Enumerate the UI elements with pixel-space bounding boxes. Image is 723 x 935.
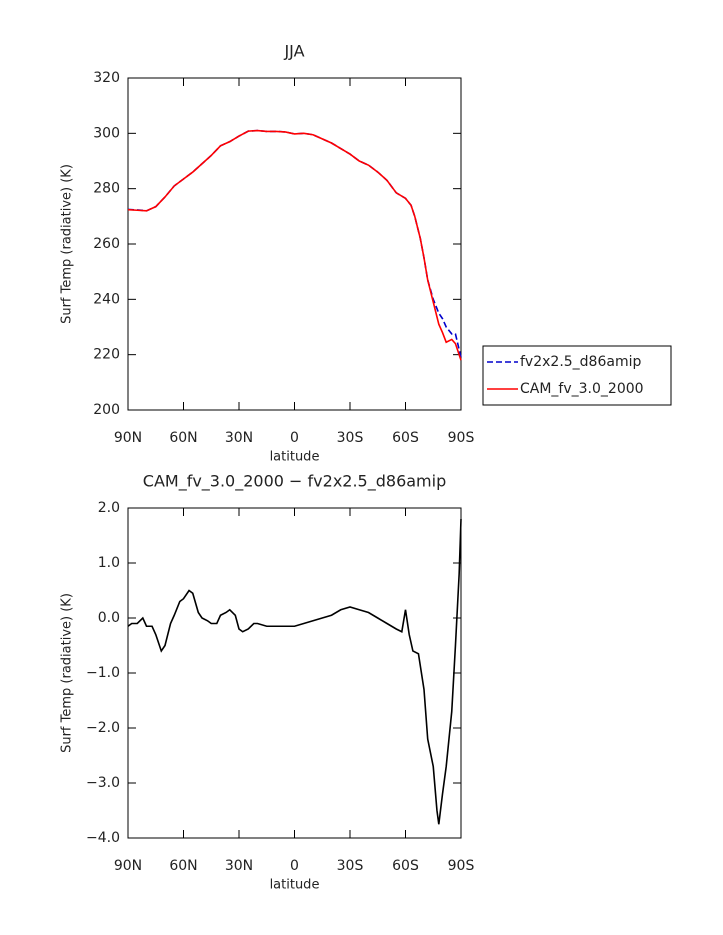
data-line [127,129,462,358]
legend-label: fv2x2.5_d86amip [520,354,641,370]
x-tick-label: 0 [290,858,299,874]
y-axis-label: Surf Temp (radiative) (K) [60,593,75,753]
x-tick-label: 60S [392,858,419,874]
y-tick-label: −4.0 [86,830,120,846]
legend-label: CAM_fv_3.0_2000 [520,381,644,397]
y-tick-label: 260 [93,236,120,252]
y-tick-label: 2.0 [98,500,120,516]
x-tick-label: 90S [448,858,475,874]
y-tick-label: 0.0 [98,610,120,626]
legend-box [482,345,672,406]
plot-frame [127,77,462,411]
x-tick-label: 0 [290,430,299,446]
x-axis-label: latitude [270,878,320,893]
x-tick-label: 30S [337,430,364,446]
y-tick-label: 240 [93,291,120,307]
y-tick-label: 220 [93,347,120,363]
x-tick-label: 60N [169,858,197,874]
data-line [127,518,462,825]
y-tick-label: −3.0 [86,775,120,791]
data-line [127,129,462,361]
y-tick-label: 300 [93,125,120,141]
y-tick-label: 280 [93,181,120,197]
x-tick-label: 90N [114,430,142,446]
chart-title: JJA [283,42,304,61]
y-tick-label: −1.0 [86,665,120,681]
x-tick-label: 30N [225,430,253,446]
plot-frame [127,507,462,839]
y-axis-label: Surf Temp (radiative) (K) [60,164,75,324]
y-tick-label: 200 [93,402,120,418]
x-tick-label: 30S [337,858,364,874]
x-tick-label: 60S [392,430,419,446]
x-axis-label: latitude [270,450,320,465]
y-tick-label: −2.0 [86,720,120,736]
y-tick-label: 1.0 [98,555,120,571]
x-tick-label: 30N [225,858,253,874]
chart-title: CAM_fv_3.0_2000 − fv2x2.5_d86amip [143,472,446,492]
x-tick-label: 90S [448,430,475,446]
x-tick-label: 60N [169,430,197,446]
x-tick-label: 90N [114,858,142,874]
y-tick-label: 320 [93,70,120,86]
